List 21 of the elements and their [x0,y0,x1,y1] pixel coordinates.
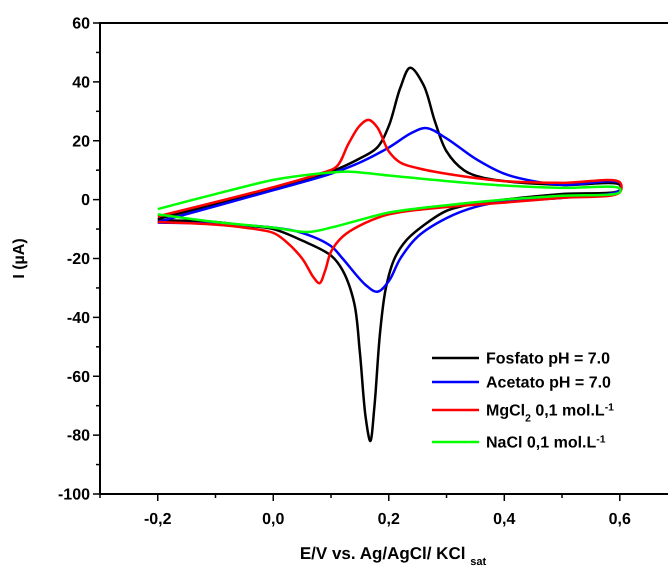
y-tick-label: -100 [58,486,90,504]
legend-label: Fosfato pH = 7.0 [486,350,610,368]
y-tick-label: -60 [66,368,90,386]
y-tick-label: 0 [81,192,90,210]
y-tick-label: -40 [66,310,90,327]
legend-label: NaCl 0,1 mol.L$^{-1}$ [486,434,606,452]
y-tick-label: -80 [66,428,90,445]
x-axis-title: E/V vs. Ag/AgCl/ KCl $_{sat}$ [300,544,486,568]
x-tick-label: 0,0 [262,511,284,528]
x-tick-label: -0,2 [144,511,172,528]
legend-label: Acetato pH = 7.0 [486,374,612,392]
y-tick-label: 20 [72,133,90,150]
y-tick-label: -20 [66,251,90,268]
x-tick-label: 0,6 [608,511,632,528]
y-tick-label: 40 [72,74,90,92]
x-tick-label: 0,2 [378,511,400,528]
line-series [156,170,622,234]
legend-label: MgCl$_{2}$ 0,1 mol.L$^{-1}$ [486,402,614,424]
x-tick-label: 0,4 [493,511,516,528]
y-axis-title: I (µA) [11,238,28,279]
y-tick-label: 60 [72,16,90,33]
